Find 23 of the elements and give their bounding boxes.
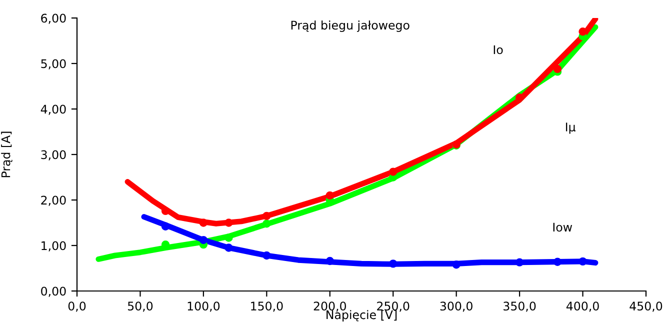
x-tick-label: 300,0 <box>440 302 472 312</box>
x-tick-label: 250,0 <box>377 302 410 312</box>
annotation: Iow <box>553 222 572 232</box>
x-tick-label: 400,0 <box>566 302 599 312</box>
y-tick-label: 4,00 <box>40 104 66 115</box>
x-axis-title: Napięcie [V] <box>326 310 397 322</box>
annotation: Io <box>494 45 503 54</box>
x-tick-label: 200,0 <box>314 302 346 312</box>
y-tick-label: 2,00 <box>41 196 66 206</box>
x-tick-label: 450,0 <box>630 302 662 312</box>
y-tick-label: 6,00 <box>41 14 66 24</box>
y-axis-title: Prąd [A] <box>1 132 12 178</box>
x-tick-label: 50,0 <box>128 302 153 312</box>
x-tick-label: 150,0 <box>251 302 283 312</box>
y-tick-label: 0,00 <box>41 286 66 297</box>
chart-title: Prąd biegu jałowego <box>291 20 410 32</box>
x-tick-label: 0,0 <box>68 302 86 312</box>
y-tick-label: 5,00 <box>41 59 66 70</box>
x-tick-label: 100,0 <box>188 302 220 312</box>
x-tick-label: 350,0 <box>504 302 536 312</box>
y-tick-label: 3,00 <box>41 150 66 160</box>
annotation: Iμ <box>566 122 576 134</box>
y-tick-label: 1,00 <box>42 241 66 252</box>
